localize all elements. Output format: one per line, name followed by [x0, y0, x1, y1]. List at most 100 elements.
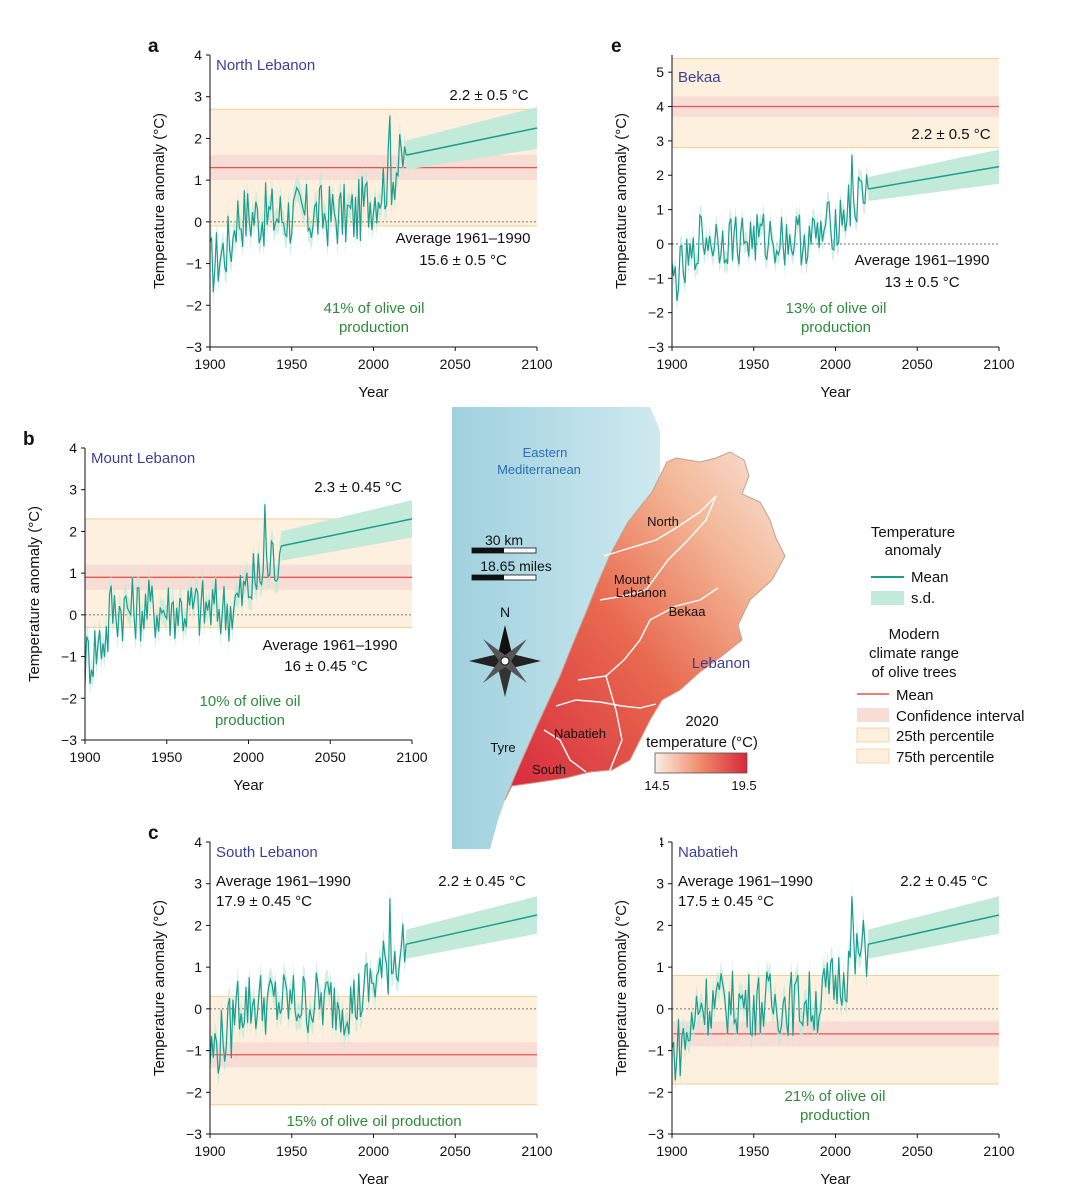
x-tick-label: 2000 — [358, 356, 389, 372]
y-tick-label: 3 — [194, 89, 202, 105]
olive-share-line-2: production — [215, 712, 285, 729]
olive-share-line-1: 41% of olive oil — [324, 300, 425, 317]
baseline-label: Average 1961–1990 — [216, 873, 351, 890]
panel-a: −3 −2 −1 0 1 2 3 4 1900 1950 2000 2050 2100 Year Tempe… — [148, 36, 553, 401]
y-tick-label: −3 — [186, 339, 202, 355]
y-tick-label: −3 — [61, 732, 77, 748]
lebanon-map: 30 km 18.65 miles N Eastern Mediterranea… — [452, 407, 786, 849]
y-tick-label: 4 — [656, 99, 664, 115]
baseline-label: Average 1961–1990 — [678, 873, 813, 890]
y-tick-label: 2 — [656, 167, 664, 183]
x-tick-label: 2050 — [440, 356, 471, 372]
x-tick-label: 2000 — [358, 1143, 389, 1159]
y-tick-label: 1 — [194, 959, 202, 975]
y-axis-label: Temperature anomaly (°C) — [26, 506, 43, 682]
panel-letter: e — [611, 36, 622, 57]
panel-c: −3 −2 −1 0 1 2 3 4 1900 1950 2000 2050 2100 Year Tempe… — [148, 823, 553, 1188]
x-tick-label: 2100 — [521, 356, 552, 372]
y-tick-label: 2 — [194, 130, 202, 146]
projection-mean-line — [406, 914, 538, 945]
y-tick-label: −2 — [648, 1084, 664, 1100]
projection-sd-band — [281, 500, 412, 561]
y-tick-label: 3 — [656, 133, 664, 149]
x-tick-label: 2050 — [902, 356, 933, 372]
x-axis-label: Year — [820, 384, 850, 401]
projection-sd-band — [406, 896, 537, 959]
region-title: Bekaa — [678, 69, 721, 86]
projection-mean-line — [868, 165, 1000, 190]
city-tyre: Tyre — [490, 740, 515, 755]
y-tick-label: 0 — [194, 214, 202, 230]
x-tick-label: 1900 — [656, 1143, 687, 1159]
y-axis-label: Temperature anomaly (°C) — [613, 113, 630, 289]
region-title: Nabatieh — [678, 844, 738, 861]
x-tick-label: 1900 — [69, 749, 100, 765]
y-tick-label: 3 — [69, 482, 77, 498]
y-tick-label: 4 — [69, 440, 77, 456]
projection-sd-band — [868, 149, 999, 201]
colorbar-title-2: temperature (°C) — [646, 734, 758, 751]
y-tick-label: 1 — [194, 172, 202, 188]
y-tick-label: 4 — [656, 834, 664, 850]
y-axis-label: Temperature anomaly (°C) — [151, 900, 168, 1076]
y-tick-label: −1 — [186, 1043, 202, 1059]
scale-km: 30 km — [485, 532, 523, 548]
panel-b: −3 −2 −1 0 1 2 3 4 1900 1950 2000 2050 2100 Year Tempe… — [23, 429, 428, 794]
y-tick-label: 3 — [194, 876, 202, 892]
y-tick-label: 0 — [656, 1001, 664, 1017]
region-title: South Lebanon — [216, 844, 318, 861]
region-bekaa: Bekaa — [669, 604, 707, 619]
projection-mean-line — [281, 518, 413, 547]
x-tick-label: 2000 — [820, 1143, 851, 1159]
sea-label-1: Eastern — [523, 445, 568, 460]
y-tick-label: 5 — [656, 64, 664, 80]
y-tick-label: 1 — [656, 202, 664, 218]
olive-share-line-1: 15% of olive oil production — [286, 1113, 461, 1130]
historical-mean-line — [84, 504, 282, 686]
legend-clip — [1044, 700, 1075, 730]
baseline-value: 17.9 ± 0.45 °C — [216, 893, 312, 910]
historical-mean-line — [671, 896, 869, 1081]
olive-share-line-2: production — [801, 319, 871, 336]
country-label: Lebanon — [692, 655, 750, 672]
legend-sd-label: s.d. — [911, 590, 935, 607]
legend-anomaly-title-2: anomaly — [885, 542, 942, 559]
y-tick-label: 4 — [194, 834, 202, 850]
x-tick-label: 2100 — [521, 1143, 552, 1159]
legend-ci-swatch — [857, 708, 889, 722]
projection-sd-band — [868, 896, 999, 959]
legend: Temperature anomaly Mean s.d. Modern cli… — [856, 524, 1075, 766]
x-tick-label: 2100 — [983, 1143, 1014, 1159]
x-tick-label: 1950 — [738, 356, 769, 372]
y-tick-label: −2 — [186, 1084, 202, 1100]
y-tick-label: 2 — [69, 523, 77, 539]
y-tick-label: −1 — [648, 1043, 664, 1059]
y-axis-label: Temperature anomaly (°C) — [613, 900, 630, 1076]
scale-miles: 18.65 miles — [480, 558, 552, 574]
x-tick-label: 1900 — [656, 356, 687, 372]
y-tick-label: 3 — [656, 876, 664, 892]
region-borders — [543, 495, 719, 773]
legend-p75-swatch — [856, 748, 890, 764]
x-axis-label: Year — [358, 1171, 388, 1188]
x-tick-label: 2050 — [315, 749, 346, 765]
y-tick-label: 0 — [194, 1001, 202, 1017]
baseline-value: 17.5 ± 0.45 °C — [678, 893, 774, 910]
x-axis-label: Year — [233, 777, 263, 794]
y-tick-label: −1 — [61, 649, 77, 665]
sea-label-2: Mediterranean — [497, 462, 581, 477]
y-tick-label: −2 — [186, 297, 202, 313]
legend-range-mean-label: Mean — [896, 687, 934, 704]
legend-range-title-3: of olive trees — [871, 664, 956, 681]
region-south: South — [532, 762, 566, 777]
panel-letter: a — [148, 36, 159, 57]
olive-share-line-2: production — [339, 319, 409, 336]
y-tick-label: 0 — [656, 236, 664, 252]
panel-letter: b — [23, 429, 35, 450]
y-tick-label: 1 — [69, 565, 77, 581]
legend-ci-label: Confidence interval — [896, 708, 1024, 725]
legend-range-title-1: Modern — [889, 626, 940, 643]
historical-mean-line — [671, 154, 869, 301]
x-axis-label: Year — [820, 1171, 850, 1188]
